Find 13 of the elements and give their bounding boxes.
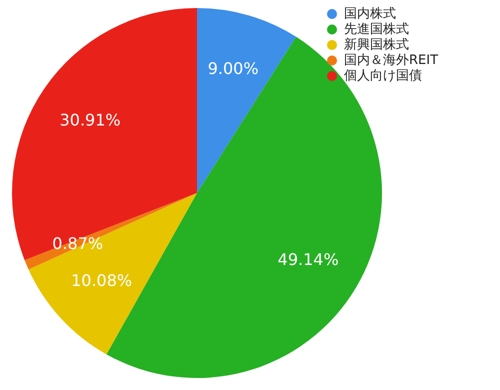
- data-label: 49.14%: [278, 250, 339, 269]
- data-label: 0.87%: [52, 234, 104, 253]
- pie-slice: [28, 193, 197, 354]
- data-label: 30.91%: [60, 110, 121, 130]
- legend-label: 国内＆海外REIT: [344, 53, 438, 68]
- legend-label: 新興国株式: [344, 38, 409, 52]
- legend-label: 国内株式: [344, 6, 396, 22]
- legend-label: 先進国株式: [344, 22, 409, 37]
- data-label: 9.00%: [208, 59, 259, 78]
- data-label: 10.08%: [71, 271, 132, 290]
- pie-slice: [197, 8, 296, 193]
- legend-label: 個人向け国債: [344, 68, 422, 84]
- pie-slice: [12, 8, 197, 260]
